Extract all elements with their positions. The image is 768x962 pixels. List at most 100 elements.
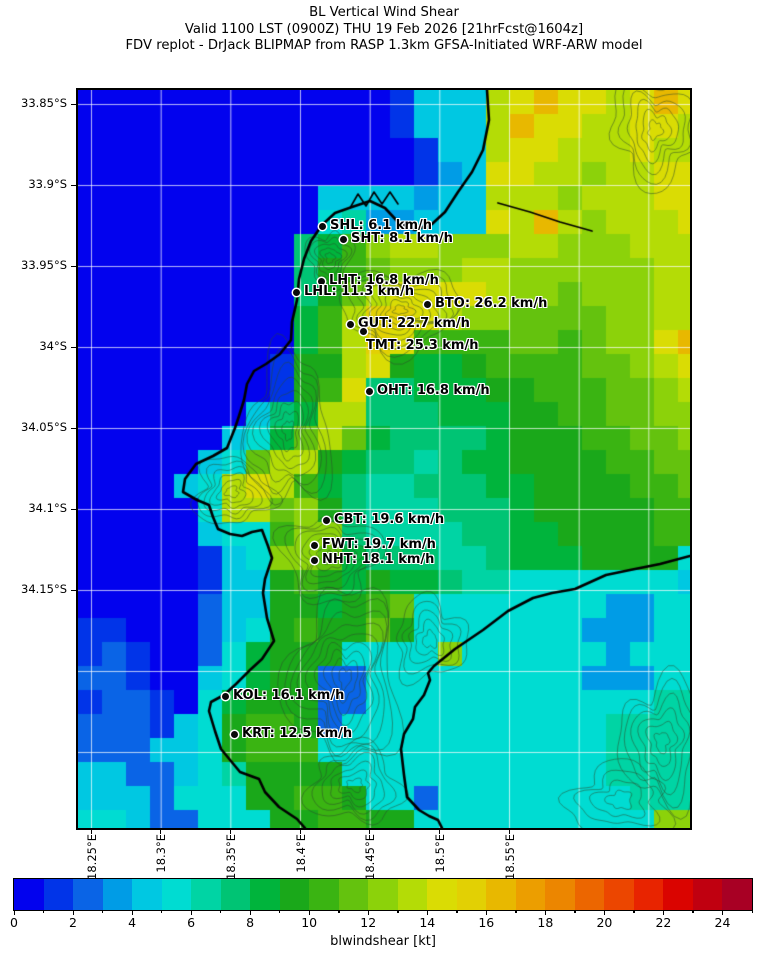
- station-label-TMT: TMT: 25.3 km/h: [366, 338, 479, 353]
- x-tick-mark: [229, 829, 231, 834]
- colorbar-tick-mark: [72, 910, 74, 915]
- y-tick-label: 34°S: [39, 339, 67, 353]
- colorbar-segment: [368, 879, 398, 910]
- y-tick-mark: [71, 346, 77, 348]
- station-label-SHL: SHL: 6.1 km/h: [330, 218, 433, 233]
- colorbar-tick-mark: [574, 910, 576, 913]
- station-label-LHT: LHT: 16.8 km/h: [329, 273, 439, 288]
- colorbar-segment: [515, 879, 546, 910]
- figure-title: BL Vertical Wind Shear Valid 1100 LST (0…: [0, 5, 768, 55]
- colorbar-tick-mark: [338, 910, 340, 913]
- colorbar-segment: [191, 879, 221, 910]
- colorbar-tick-label: 20: [596, 915, 613, 930]
- colorbar-segment: [132, 879, 162, 910]
- colorbar-tick-label: 16: [478, 915, 495, 930]
- colorbar-segment: [220, 879, 251, 910]
- colorbar-tick-label: 22: [655, 915, 672, 930]
- y-tick-label: 33.95°S: [21, 258, 67, 272]
- y-tick-label: 34.1°S: [28, 501, 67, 515]
- station-dot-CBT: [322, 516, 330, 524]
- station-label-SHT: SHT: 8.1 km/h: [351, 231, 453, 246]
- station-label-NHT: NHT: 18.1 km/h: [322, 552, 435, 567]
- colorbar-tick-mark: [279, 910, 281, 913]
- colorbar-tick-mark: [485, 910, 488, 915]
- colorbar-segment: [161, 879, 192, 910]
- colorbar-tick-label: 6: [187, 915, 196, 930]
- station-dot-KOL: [221, 692, 229, 700]
- station-dot-SHL: [318, 222, 326, 230]
- station-label-BTO: BTO: 26.2 km/h: [435, 296, 548, 311]
- title-line-2: Valid 1100 LST (0900Z) THU 19 Feb 2026 […: [184, 21, 584, 37]
- y-tick-label: 33.9°S: [28, 177, 67, 191]
- x-tick-mark: [90, 829, 92, 834]
- station-label-LHL: LHL: 11.3 km/h: [304, 284, 414, 299]
- colorbar-segment: [633, 879, 664, 910]
- colorbar-tick-label: 10: [301, 915, 318, 930]
- colorbar-tick-mark: [692, 910, 694, 913]
- colorbar-tick-label: 2: [69, 915, 77, 930]
- colorbar-tick-mark: [367, 910, 370, 915]
- colorbar-tick-mark: [397, 910, 399, 913]
- colorbar-tick-label: 18: [537, 915, 554, 930]
- colorbar-segment: [14, 879, 44, 910]
- colorbar-tick-mark: [220, 910, 222, 913]
- colorbar-tick-mark: [721, 910, 724, 915]
- colorbar-segment: [397, 879, 428, 910]
- station-dot-KRT: [230, 730, 238, 738]
- station-dot-GUT: [346, 320, 354, 328]
- colorbar-tick-mark: [662, 910, 665, 915]
- station-label-GUT: GUT: 22.7 km/h: [358, 316, 470, 331]
- colorbar-tick-label: 0: [10, 915, 18, 930]
- y-tick-mark: [71, 508, 77, 510]
- colorbar-segment: [338, 879, 369, 910]
- station-label-KOL: KOL: 16.1 km/h: [233, 688, 345, 703]
- station-dot-SHT: [339, 235, 347, 243]
- colorbar-tick-mark: [544, 910, 547, 915]
- colorbar-segment: [574, 879, 605, 910]
- station-dot-LHL: [292, 288, 300, 296]
- colorbar: [13, 878, 753, 911]
- y-tick-label: 34.15°S: [21, 582, 67, 596]
- colorbar-segment: [663, 879, 693, 910]
- station-label-FWT: FWT: 19.7 km/h: [322, 537, 436, 552]
- colorbar-segment: [73, 879, 103, 910]
- y-tick-mark: [71, 589, 77, 591]
- station-dot-LHT: [317, 277, 325, 285]
- colorbar-segment: [427, 879, 457, 910]
- title-line-1: BL Vertical Wind Shear: [309, 5, 459, 20]
- colorbar-tick-mark: [603, 910, 606, 915]
- colorbar-segment: [692, 879, 723, 910]
- y-tick-label: 34.05°S: [21, 420, 67, 434]
- colorbar-segment: [604, 879, 634, 910]
- station-dot-OHT: [365, 387, 373, 395]
- colorbar-tick-label: 14: [419, 915, 436, 930]
- colorbar-tick-mark: [131, 910, 133, 915]
- colorbar-tick-mark: [308, 910, 310, 915]
- x-tick-mark: [508, 829, 510, 834]
- colorbar-tick-mark: [102, 910, 104, 913]
- colorbar-segment: [43, 879, 74, 910]
- y-tick-mark: [71, 265, 77, 267]
- colorbar-tick-mark: [633, 910, 635, 913]
- colorbar-tick-label: 12: [360, 915, 377, 930]
- colorbar-tick-label: 4: [128, 915, 137, 930]
- colorbar-tick-mark: [161, 910, 163, 913]
- station-dot-NHT: [310, 556, 318, 564]
- station-label-OHT: OHT: 16.8 km/h: [377, 383, 490, 398]
- y-tick-mark: [71, 184, 77, 186]
- colorbar-tick-label: 24: [714, 915, 731, 930]
- colorbar-segment: [309, 879, 339, 910]
- colorbar-tick-mark: [13, 910, 15, 915]
- y-tick-label: 33.85°S: [21, 96, 67, 110]
- colorbar-segment: [250, 879, 280, 910]
- colorbar-tick-mark: [249, 910, 251, 915]
- colorbar-label: blwindshear [kt]: [330, 934, 436, 949]
- station-dot-TMT: [359, 327, 367, 335]
- station-label-KRT: KRT: 12.5 km/h: [242, 726, 353, 741]
- map-canvas: [78, 90, 690, 828]
- colorbar-segment: [545, 879, 575, 910]
- y-tick-mark: [71, 103, 77, 105]
- colorbar-tick-mark: [515, 910, 517, 913]
- colorbar-tick-mark: [190, 910, 192, 915]
